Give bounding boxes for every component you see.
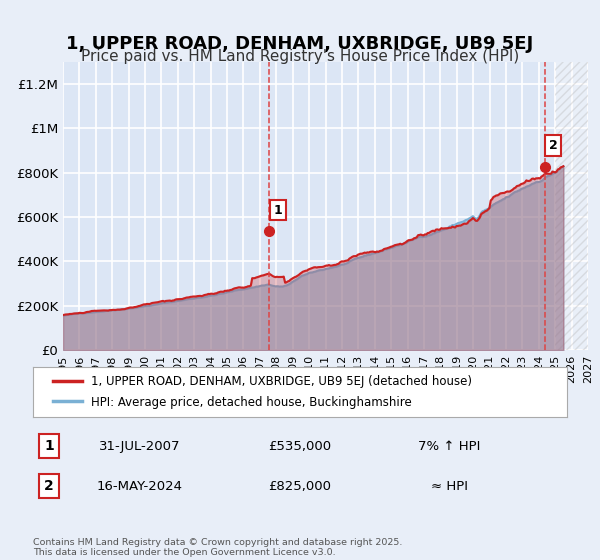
- Text: 2: 2: [44, 479, 54, 493]
- Text: £825,000: £825,000: [269, 480, 331, 493]
- Legend: 1, UPPER ROAD, DENHAM, UXBRIDGE, UB9 5EJ (detached house), HPI: Average price, d: 1, UPPER ROAD, DENHAM, UXBRIDGE, UB9 5EJ…: [44, 367, 481, 417]
- Text: ≈ HPI: ≈ HPI: [431, 480, 468, 493]
- Text: 1: 1: [44, 439, 54, 453]
- Text: 16-MAY-2024: 16-MAY-2024: [97, 480, 183, 493]
- Bar: [555, 62, 588, 350]
- Text: 1: 1: [274, 204, 282, 217]
- Text: 7% ↑ HPI: 7% ↑ HPI: [418, 440, 481, 452]
- Text: Contains HM Land Registry data © Crown copyright and database right 2025.
This d: Contains HM Land Registry data © Crown c…: [33, 538, 403, 557]
- Text: 1, UPPER ROAD, DENHAM, UXBRIDGE, UB9 5EJ: 1, UPPER ROAD, DENHAM, UXBRIDGE, UB9 5EJ: [67, 35, 533, 53]
- Text: £535,000: £535,000: [268, 440, 332, 452]
- Text: Price paid vs. HM Land Registry's House Price Index (HPI): Price paid vs. HM Land Registry's House …: [81, 49, 519, 64]
- Text: 2: 2: [549, 139, 558, 152]
- Text: 31-JUL-2007: 31-JUL-2007: [99, 440, 181, 452]
